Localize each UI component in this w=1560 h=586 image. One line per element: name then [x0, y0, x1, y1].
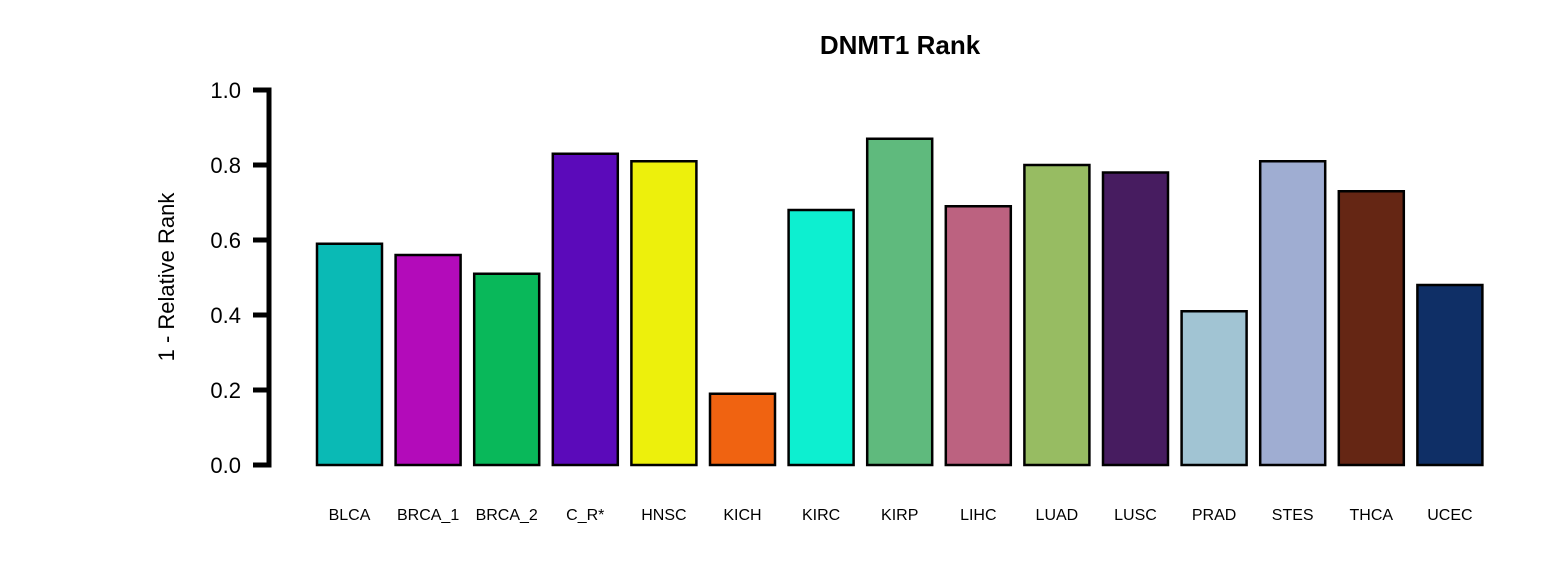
x-tick-label: KICH [723, 507, 761, 524]
bar-luad [1023, 163, 1091, 467]
x-tick-label: BRCA_1 [397, 507, 459, 524]
x-tick-label: BLCA [329, 507, 371, 524]
x-tick-label: LUSC [1114, 507, 1157, 524]
x-tick-label: UCEC [1427, 507, 1472, 524]
y-tick-label: 0.6 [210, 228, 241, 253]
x-tick-label: LIHC [960, 507, 996, 524]
y-tick-label: 0.0 [210, 453, 241, 478]
y-tick-label: 0.2 [210, 378, 241, 403]
x-tick-label: BRCA_2 [476, 507, 538, 524]
x-tick-label: KIRP [881, 507, 918, 524]
y-axis-label: 1 - Relative Rank [154, 192, 179, 362]
bar-thca [1337, 190, 1406, 467]
bar-kirp [865, 137, 934, 467]
bars-group [315, 137, 1484, 467]
y-axis: 0.0 0.2 0.4 0.6 0.8 1.0 [210, 78, 272, 478]
x-tick-label: C_R* [566, 507, 604, 524]
x-tick-label: HNSC [641, 507, 686, 524]
bar-c-r [551, 152, 620, 467]
chart-title: DNMT1 Rank [820, 30, 981, 60]
y-tick-label: 0.4 [210, 303, 241, 328]
x-tick-label: THCA [1350, 507, 1394, 524]
x-tick-label: LUAD [1036, 507, 1079, 524]
x-tick-labels: BLCA BRCA_1 BRCA_2 C_R* HNSC KICH KIRC KIRP LIHC… [329, 507, 1473, 524]
y-tick-label: 1.0 [210, 78, 241, 103]
bar-blca [315, 242, 384, 467]
bar-kich [708, 392, 777, 467]
x-tick-label: KIRC [802, 507, 840, 524]
bar-brca-2 [472, 272, 541, 467]
x-tick-label: PRAD [1192, 507, 1236, 524]
bar-ucec [1416, 283, 1484, 467]
bar-hnsc [630, 160, 698, 467]
x-tick-label: STES [1272, 507, 1314, 524]
y-tick-label: 0.8 [210, 153, 241, 178]
bar-lusc [1101, 171, 1170, 467]
bar-brca-1 [394, 253, 462, 467]
bar-kirc [787, 208, 855, 467]
bar-lihc [944, 205, 1013, 467]
bar-stes [1258, 160, 1327, 467]
bar-prad [1180, 310, 1248, 467]
